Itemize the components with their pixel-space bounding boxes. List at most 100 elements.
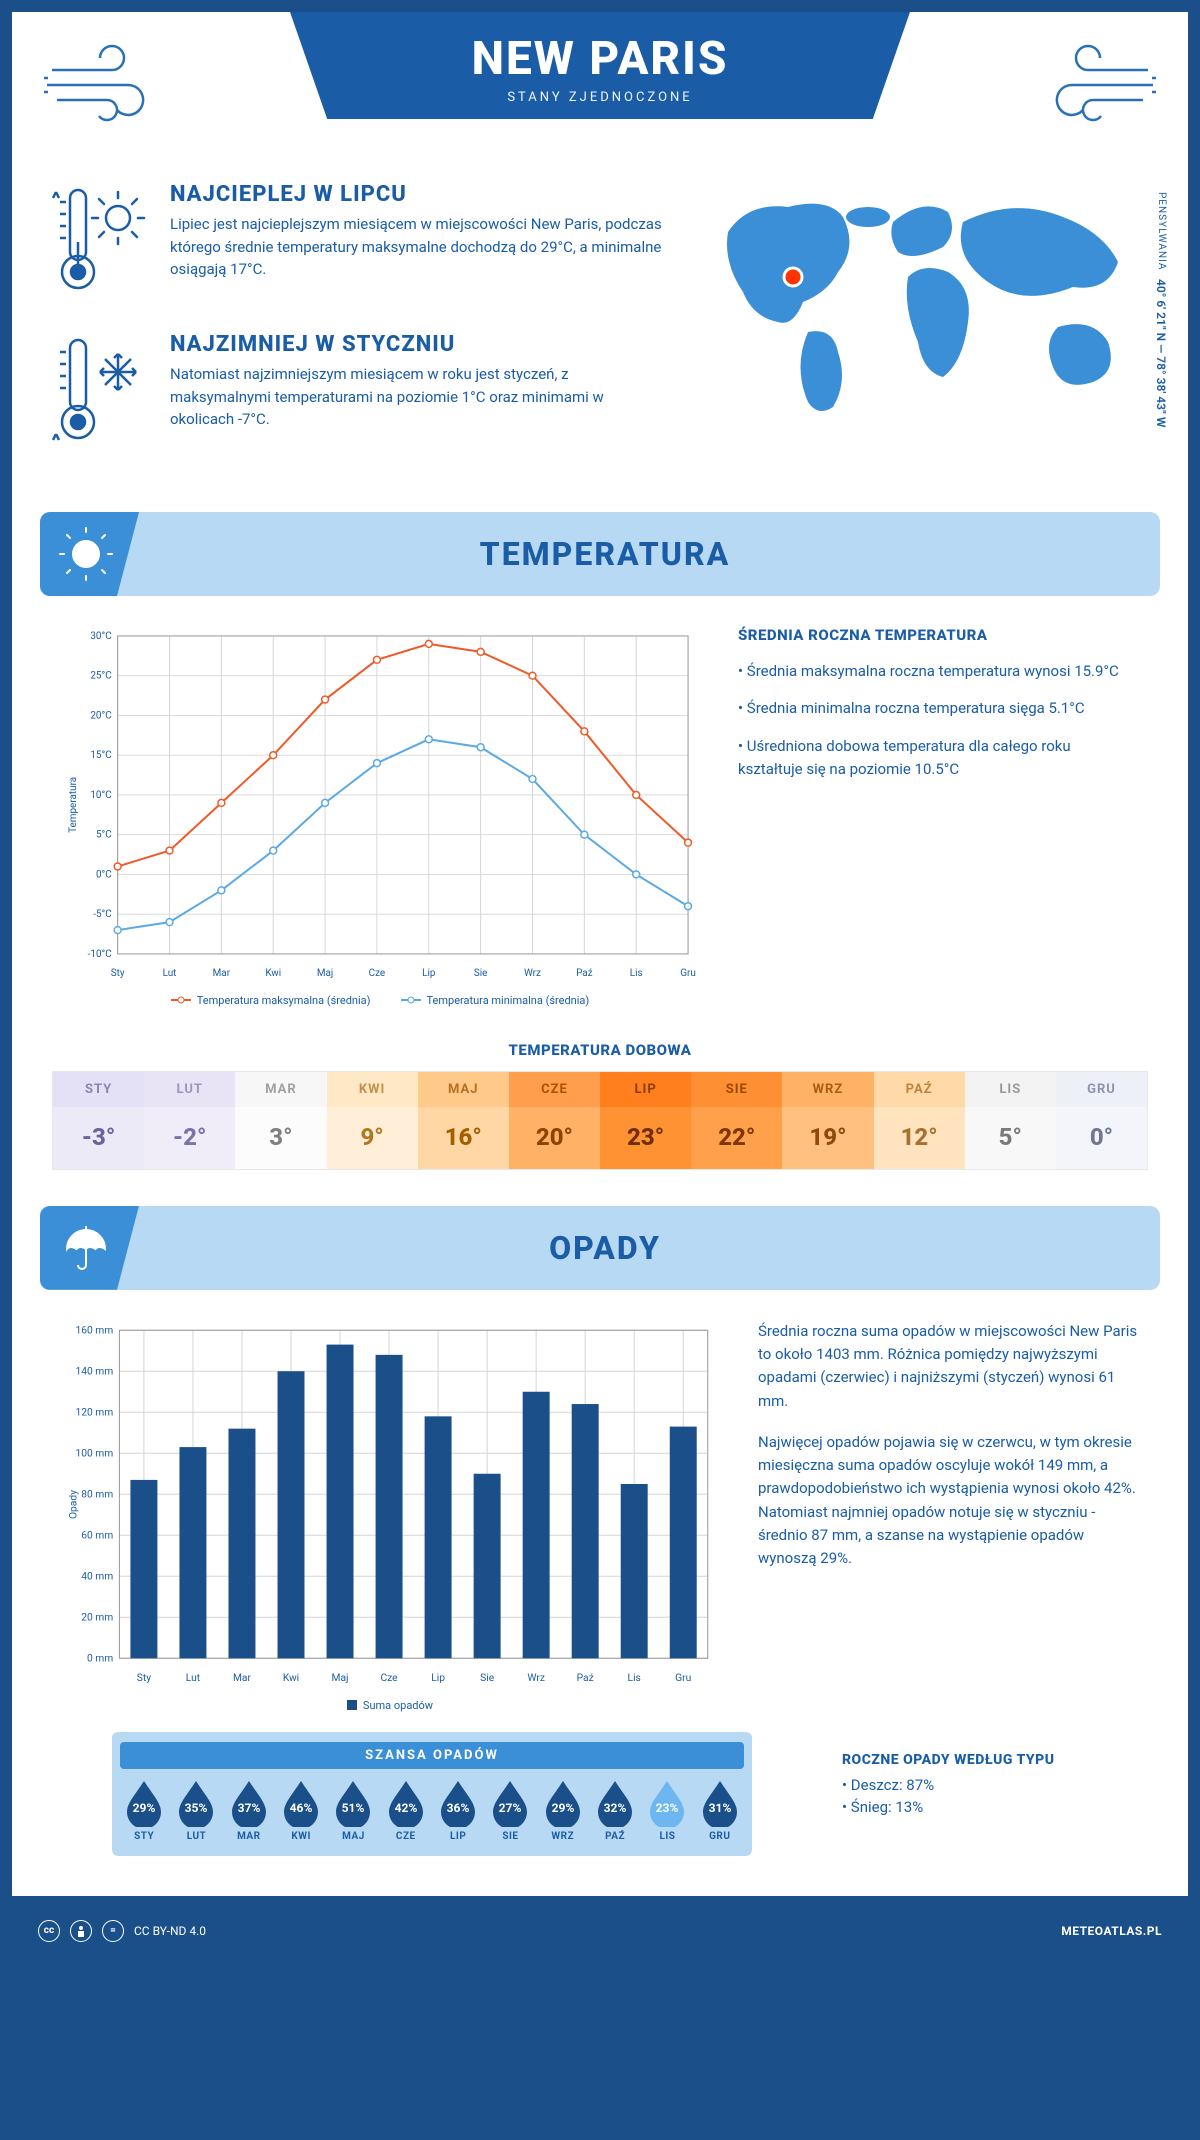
daily-temp-cell: LUT-2°: [144, 1072, 235, 1169]
averages-heading: ŚREDNIA ROCZNA TEMPERATURA: [738, 626, 1138, 644]
coordinates: 40° 6' 21" N — 78° 38' 43" W: [1154, 279, 1168, 427]
chance-cell: 29% WRZ: [539, 1779, 587, 1842]
header: NEW PARIS STANY ZJEDNOCZONE: [12, 12, 1188, 182]
svg-text:Opady: Opady: [66, 1490, 79, 1519]
svg-text:Sty: Sty: [137, 1671, 151, 1684]
city-title: NEW PARIS: [330, 32, 870, 86]
thermometer-snowflake-icon: [52, 332, 152, 456]
chance-cell: 36% LIP: [434, 1779, 482, 1842]
svg-text:Temperatura: Temperatura: [68, 777, 79, 833]
daily-temp-cell: KWI9°: [327, 1072, 418, 1169]
legend-min: Temperatura minimalna (średnia): [401, 994, 590, 1007]
svg-text:Sie: Sie: [480, 1671, 495, 1684]
thermometer-sun-icon: [52, 182, 152, 306]
cc-icon: cc: [38, 1920, 60, 1942]
daily-temp-title: TEMPERATURA DOBOWA: [12, 1041, 1188, 1059]
svg-text:140 mm: 140 mm: [75, 1364, 113, 1377]
license-text: CC BY-ND 4.0: [134, 1924, 206, 1938]
temperature-section-bar: TEMPERATURA: [40, 512, 1160, 596]
svg-text:160 mm: 160 mm: [75, 1323, 113, 1336]
svg-text:51%: 51%: [342, 1801, 365, 1815]
legend-precip: Suma opadów: [347, 1699, 433, 1712]
temperature-averages: ŚREDNIA ROCZNA TEMPERATURA • Średnia mak…: [738, 626, 1138, 1007]
svg-text:40 mm: 40 mm: [81, 1569, 113, 1582]
svg-text:0°C: 0°C: [96, 869, 112, 880]
svg-text:Maj: Maj: [317, 968, 333, 979]
coldest-heading: NAJZIMNIEJ W STYCZNIU: [170, 332, 668, 357]
svg-text:36%: 36%: [447, 1801, 470, 1815]
svg-text:Cze: Cze: [369, 968, 386, 979]
daily-temp-cell: MAJ16°: [418, 1072, 509, 1169]
temperature-line-chart: -10°C-5°C0°C5°C10°C15°C20°C25°C30°CStyLu…: [62, 626, 698, 1007]
svg-text:-5°C: -5°C: [93, 909, 111, 920]
precip-type-item: • Deszcz: 87%: [842, 1776, 1055, 1794]
sun-icon: [40, 512, 150, 596]
daily-temp-cell: LIP23°: [600, 1072, 691, 1169]
precip-chance-box: SZANSA OPADÓW 29% STY 35% LUT 37%: [112, 1732, 752, 1856]
svg-text:Sie: Sie: [474, 968, 488, 979]
svg-text:Kwi: Kwi: [265, 968, 281, 979]
temperature-title: TEMPERATURA: [150, 535, 1160, 573]
coldest-block: NAJZIMNIEJ W STYCZNIU Natomiast najzimni…: [52, 332, 668, 456]
warmest-heading: NAJCIEPLEJ W LIPCU: [170, 182, 668, 207]
daily-temp-strip: STY-3°LUT-2°MAR3°KWI9°MAJ16°CZE20°LIP23°…: [52, 1071, 1148, 1170]
svg-text:Kwi: Kwi: [283, 1671, 299, 1684]
average-item: • Uśredniona dobowa temperatura dla całe…: [738, 735, 1138, 782]
svg-text:29%: 29%: [551, 1801, 574, 1815]
precip-section-bar: OPADY: [40, 1206, 1160, 1290]
svg-text:15°C: 15°C: [90, 750, 111, 761]
svg-text:37%: 37%: [237, 1801, 260, 1815]
daily-temp-cell: WRZ19°: [782, 1072, 873, 1169]
precip-text: Średnia roczna suma opadów w miejscowośc…: [758, 1320, 1138, 1712]
types-title: ROCZNE OPADY WEDŁUG TYPU: [842, 1752, 1055, 1768]
chance-cell: 31% GRU: [696, 1779, 744, 1842]
svg-text:Gru: Gru: [680, 968, 696, 979]
daily-temp-cell: LIS5°: [965, 1072, 1056, 1169]
daily-temp-cell: PAŹ12°: [874, 1072, 965, 1169]
svg-text:Lip: Lip: [422, 968, 436, 979]
average-item: • Średnia minimalna roczna temperatura s…: [738, 697, 1138, 720]
chance-cell: 27% SIE: [486, 1779, 534, 1842]
svg-text:Mar: Mar: [213, 968, 231, 979]
svg-text:23%: 23%: [656, 1801, 679, 1815]
svg-text:32%: 32%: [604, 1801, 627, 1815]
daily-temp-cell: SIE22°: [691, 1072, 782, 1169]
footer: cc = CC BY-ND 4.0 METEOATLAS.PL: [12, 1908, 1188, 1954]
chance-cell: 51% MAJ: [329, 1779, 377, 1842]
site-credit: METEOATLAS.PL: [1061, 1924, 1162, 1938]
precip-paragraph-2: Najwięcej opadów pojawia się w czerwcu, …: [758, 1431, 1138, 1571]
precip-types: ROCZNE OPADY WEDŁUG TYPU • Deszcz: 87% • …: [842, 1732, 1055, 1866]
svg-text:Lis: Lis: [630, 968, 643, 979]
precip-bar-chart: 0 mm20 mm40 mm60 mm80 mm100 mm120 mm140 …: [62, 1320, 718, 1712]
daily-temp-cell: MAR3°: [235, 1072, 326, 1169]
svg-text:Sty: Sty: [111, 968, 125, 979]
precip-type-item: • Śnieg: 13%: [842, 1798, 1055, 1816]
chance-cell: 42% CZE: [382, 1779, 430, 1842]
svg-text:Paź: Paź: [576, 968, 593, 979]
world-map: PENSYLWANIA 40° 6' 21" N — 78° 38' 43" W: [698, 182, 1148, 482]
intro-section: NAJCIEPLEJ W LIPCU Lipiec jest najcieple…: [12, 182, 1188, 512]
svg-text:0 mm: 0 mm: [87, 1651, 113, 1664]
svg-text:Lut: Lut: [186, 1671, 200, 1684]
svg-text:Gru: Gru: [675, 1671, 691, 1684]
by-icon: [70, 1920, 92, 1942]
wind-icon: [1028, 40, 1158, 134]
svg-text:46%: 46%: [290, 1801, 313, 1815]
svg-text:Maj: Maj: [332, 1671, 349, 1684]
coldest-text: Natomiast najzimniejszym miesiącem w rok…: [170, 363, 668, 431]
svg-text:29%: 29%: [133, 1801, 156, 1815]
svg-text:Wrz: Wrz: [527, 1671, 545, 1684]
svg-text:Wrz: Wrz: [524, 968, 541, 979]
chance-cell: 35% LUT: [172, 1779, 220, 1842]
svg-text:30°C: 30°C: [90, 631, 111, 642]
svg-text:Lis: Lis: [628, 1671, 641, 1684]
chance-cell: 37% MAR: [225, 1779, 273, 1842]
daily-temp-cell: STY-3°: [53, 1072, 144, 1169]
svg-text:120 mm: 120 mm: [75, 1405, 113, 1418]
svg-text:31%: 31%: [708, 1801, 731, 1815]
warmest-block: NAJCIEPLEJ W LIPCU Lipiec jest najcieple…: [52, 182, 668, 306]
average-item: • Średnia maksymalna roczna temperatura …: [738, 660, 1138, 683]
svg-text:Cze: Cze: [380, 1671, 398, 1684]
precip-title: OPADY: [150, 1229, 1160, 1267]
svg-text:25°C: 25°C: [90, 671, 111, 682]
